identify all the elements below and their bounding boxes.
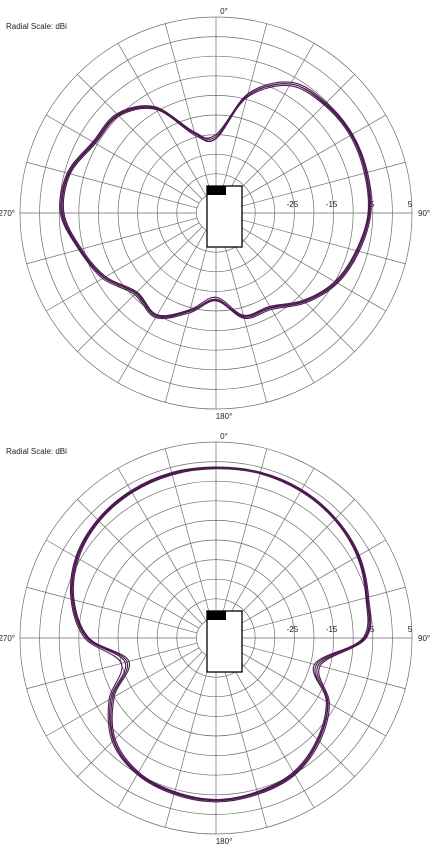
radial-tick-label: -5 xyxy=(367,625,375,634)
angle-label-270: 270° xyxy=(0,634,15,643)
grid-spoke xyxy=(26,642,198,690)
grid-spoke xyxy=(229,226,355,352)
grid-spoke xyxy=(225,43,315,197)
grid-spoke xyxy=(26,586,198,634)
radial-tick-label: 5 xyxy=(408,200,413,209)
angle-label-180: 180° xyxy=(216,837,233,846)
polar-plot-1: -25 -15 -5 50°90°180°270° xyxy=(0,7,430,421)
radial-tick-label: -25 xyxy=(287,625,299,634)
pattern-trace-3 xyxy=(69,466,372,803)
grid-spoke xyxy=(234,586,406,634)
angle-label-90: 90° xyxy=(418,634,430,643)
radial-scale-label: Radial Scale: dBi xyxy=(6,22,67,31)
pattern-trace-3 xyxy=(59,81,372,320)
grid-spoke xyxy=(117,43,207,197)
polar-chart-1: Radial Scale: dBi -25 -15 -5 5 0° 90° 180° 270° xyxy=(0,7,430,421)
device-marker xyxy=(207,186,226,195)
grid-spoke xyxy=(164,23,212,195)
radial-tick-label: 5 xyxy=(408,625,413,634)
grid-spoke xyxy=(77,74,203,200)
grid-spoke xyxy=(234,217,406,265)
pattern-trace-1 xyxy=(60,83,371,318)
grid-spoke xyxy=(232,647,386,737)
device-marker xyxy=(207,611,226,620)
angle-label-0: 0° xyxy=(220,7,228,16)
grid-spoke xyxy=(220,23,268,195)
grid-spoke xyxy=(26,217,198,265)
grid-spoke xyxy=(46,114,200,204)
grid-spoke xyxy=(234,161,406,209)
pattern-trace-2 xyxy=(62,84,370,317)
grid-spoke xyxy=(225,654,315,808)
grid-spoke xyxy=(232,222,386,312)
angle-label-0: 0° xyxy=(220,432,228,441)
grid-spoke xyxy=(77,499,203,625)
grid-spoke xyxy=(232,114,386,204)
grid-spoke xyxy=(164,448,212,620)
grid-spoke xyxy=(117,468,207,622)
grid-spoke xyxy=(229,499,355,625)
angle-label-270: 270° xyxy=(0,209,15,218)
angle-label-180: 180° xyxy=(216,412,233,421)
angle-label-90: 90° xyxy=(418,209,430,218)
grid-spoke xyxy=(77,651,203,777)
grid-spoke xyxy=(225,468,315,622)
grid-spoke xyxy=(77,226,203,352)
polar-plot-2: -25 -15 -5 5 0° 90° 180° 270° xyxy=(0,432,430,846)
grid-spoke xyxy=(232,539,386,629)
polar-grid xyxy=(19,441,413,835)
grid-spoke xyxy=(220,448,268,620)
device-outline xyxy=(206,185,243,248)
pattern-trace-4 xyxy=(71,467,370,801)
grid-spoke xyxy=(164,231,212,403)
polar-chart-2: Radial Scale: dBi -25 -15 -5 5 0° 90° 180° 270° xyxy=(0,425,433,850)
grid-spoke xyxy=(26,161,198,209)
grid-spoke xyxy=(229,651,355,777)
device-outline xyxy=(206,610,243,673)
grid-spoke xyxy=(220,656,268,828)
grid-spoke xyxy=(117,654,207,808)
grid-spoke xyxy=(117,229,207,383)
radial-tick-label: -15 xyxy=(326,200,338,209)
radial-scale-label: Radial Scale: dBi xyxy=(6,447,67,456)
grid-spoke xyxy=(229,74,355,200)
grid-spoke xyxy=(164,656,212,828)
grid-spoke xyxy=(46,539,200,629)
grid-spoke xyxy=(46,222,200,312)
pattern-trace-2 xyxy=(72,468,369,801)
grid-spoke xyxy=(46,647,200,737)
radial-tick-label: -15 xyxy=(326,625,338,634)
radial-tick-label: -25 xyxy=(287,200,299,209)
pattern-trace-4 xyxy=(61,83,370,317)
